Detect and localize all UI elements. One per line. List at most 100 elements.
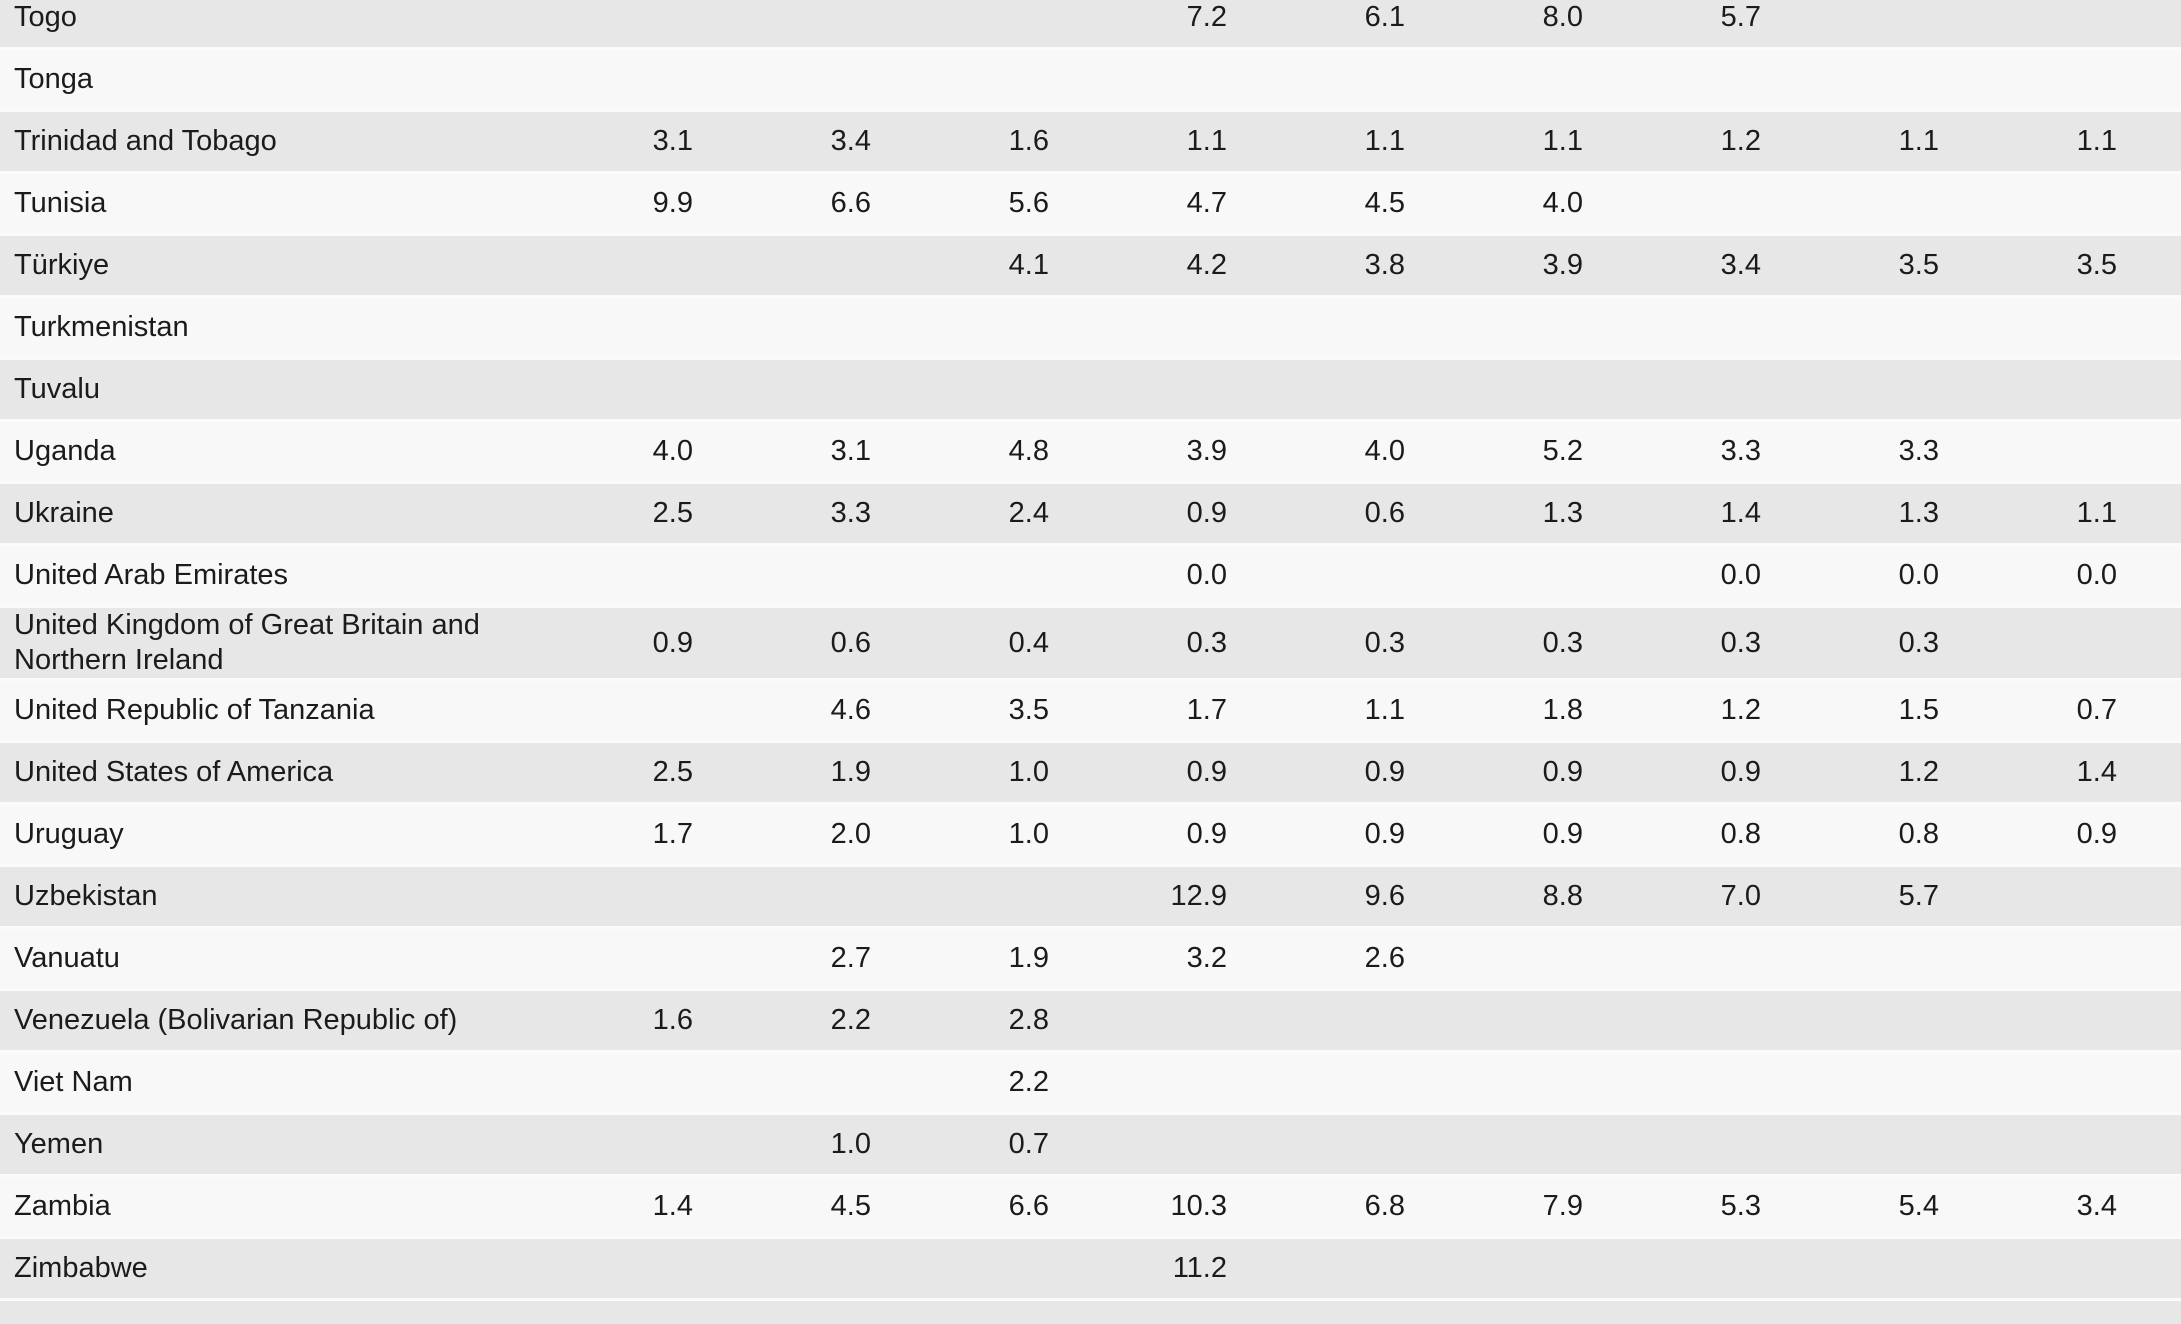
value-cell: 3.3 xyxy=(693,482,871,546)
value-cell xyxy=(693,544,871,608)
value-cell xyxy=(1939,48,2117,112)
value-cell: 4.5 xyxy=(1227,172,1405,236)
table-row: Türkiye 4.1 4.2 3.8 3.9 3.4 3.5 3.5 xyxy=(0,234,2181,298)
value-cell xyxy=(1227,1051,1405,1115)
value-cell: 0.9 xyxy=(515,606,693,681)
value-cell: 3.4 xyxy=(1583,234,1761,298)
value-cell xyxy=(1583,296,1761,360)
value-cell: 5.2 xyxy=(1405,420,1583,484)
country-name: Tuvalu xyxy=(0,358,515,422)
value-cell: 5.3 xyxy=(1583,1175,1761,1239)
value-cell xyxy=(871,48,1049,112)
value-cell: 3.3 xyxy=(1583,420,1761,484)
value-cell: 2.6 xyxy=(1227,927,1405,991)
value-cell xyxy=(1405,296,1583,360)
value-cell: 4.7 xyxy=(1049,172,1227,236)
table-row: Tuvalu xyxy=(0,358,2181,422)
country-name: Yemen xyxy=(0,1113,515,1177)
value-cell xyxy=(1227,48,1405,112)
value-cell: 1.0 xyxy=(693,1113,871,1177)
value-cell xyxy=(693,1051,871,1115)
value-cell xyxy=(871,358,1049,422)
row-right-spacer xyxy=(2117,606,2181,681)
value-cell xyxy=(693,358,871,422)
value-cell: 5.4 xyxy=(1761,1175,1939,1239)
value-cell: 1.6 xyxy=(515,989,693,1053)
value-cell: 11.2 xyxy=(1049,1237,1227,1301)
value-cell: 2.0 xyxy=(693,803,871,867)
value-cell: 0.9 xyxy=(1405,741,1583,805)
value-cell xyxy=(1227,1113,1405,1177)
value-cell: 2.7 xyxy=(693,927,871,991)
row-right-spacer xyxy=(2117,358,2181,422)
value-cell xyxy=(1227,1237,1405,1301)
value-cell: 0.0 xyxy=(1761,544,1939,608)
country-name: Türkiye xyxy=(0,234,515,298)
value-cell: 3.3 xyxy=(1761,420,1939,484)
row-right-spacer xyxy=(2117,544,2181,608)
value-cell: 7.9 xyxy=(1405,1175,1583,1239)
row-right-spacer xyxy=(2117,927,2181,991)
value-cell xyxy=(1227,544,1405,608)
value-cell xyxy=(515,358,693,422)
value-cell: 1.0 xyxy=(871,803,1049,867)
value-cell xyxy=(1761,48,1939,112)
value-cell: 0.0 xyxy=(1583,544,1761,608)
value-cell xyxy=(1583,1237,1761,1301)
value-cell xyxy=(1049,1113,1227,1177)
country-name: Uzbekistan xyxy=(0,865,515,929)
value-cell xyxy=(1761,989,1939,1053)
value-cell xyxy=(1049,48,1227,112)
value-cell: 1.1 xyxy=(1227,110,1405,174)
value-cell: 0.4 xyxy=(871,606,1049,681)
value-cell xyxy=(515,48,693,112)
value-cell: 1.2 xyxy=(1583,679,1761,743)
value-cell: 1.8 xyxy=(1405,679,1583,743)
value-cell xyxy=(1405,544,1583,608)
value-cell: 1.3 xyxy=(1405,482,1583,546)
value-cell xyxy=(1405,1113,1583,1177)
value-cell xyxy=(515,679,693,743)
value-cell xyxy=(693,0,871,50)
value-cell: 0.9 xyxy=(1227,803,1405,867)
value-cell: 1.2 xyxy=(1583,110,1761,174)
value-cell xyxy=(1583,48,1761,112)
value-cell: 0.9 xyxy=(1939,803,2117,867)
value-cell xyxy=(1583,989,1761,1053)
value-cell: 5.6 xyxy=(871,172,1049,236)
value-cell: 1.4 xyxy=(1939,741,2117,805)
table-row: Zimbabwe 11.2 xyxy=(0,1237,2181,1301)
table-row: United Kingdom of Great Britain and Nort… xyxy=(0,606,2181,681)
value-cell: 0.3 xyxy=(1583,606,1761,681)
row-right-spacer xyxy=(2117,234,2181,298)
value-cell: 2.2 xyxy=(693,989,871,1053)
value-cell: 4.8 xyxy=(871,420,1049,484)
value-cell: 0.0 xyxy=(1049,544,1227,608)
value-cell: 0.3 xyxy=(1049,606,1227,681)
value-cell: 1.3 xyxy=(1761,482,1939,546)
table-row: United Arab Emirates 0.0 0.0 0.0 0.0 xyxy=(0,544,2181,608)
value-cell: 1.7 xyxy=(1049,679,1227,743)
value-cell xyxy=(1049,296,1227,360)
value-cell: 1.4 xyxy=(1583,482,1761,546)
table-row: United States of America 2.5 1.9 1.0 0.9 0.9 0… xyxy=(0,741,2181,805)
row-right-spacer xyxy=(2117,679,2181,743)
row-right-spacer xyxy=(2117,741,2181,805)
value-cell xyxy=(515,865,693,929)
value-cell: 8.0 xyxy=(1405,0,1583,50)
value-cell: 0.9 xyxy=(1227,741,1405,805)
country-name: Togo xyxy=(0,0,515,50)
value-cell: 3.1 xyxy=(693,420,871,484)
row-right-spacer xyxy=(2117,296,2181,360)
value-cell: 7.2 xyxy=(1049,0,1227,50)
country-name: Vanuatu xyxy=(0,927,515,991)
value-cell xyxy=(693,1237,871,1301)
value-cell: 0.6 xyxy=(1227,482,1405,546)
value-cell xyxy=(515,927,693,991)
country-name: Trinidad and Tobago xyxy=(0,110,515,174)
table-row: Ukraine 2.5 3.3 2.4 0.9 0.6 1.3 1.4 1.3 1.1 xyxy=(0,482,2181,546)
value-cell xyxy=(871,0,1049,50)
value-cell: 9.6 xyxy=(1227,865,1405,929)
